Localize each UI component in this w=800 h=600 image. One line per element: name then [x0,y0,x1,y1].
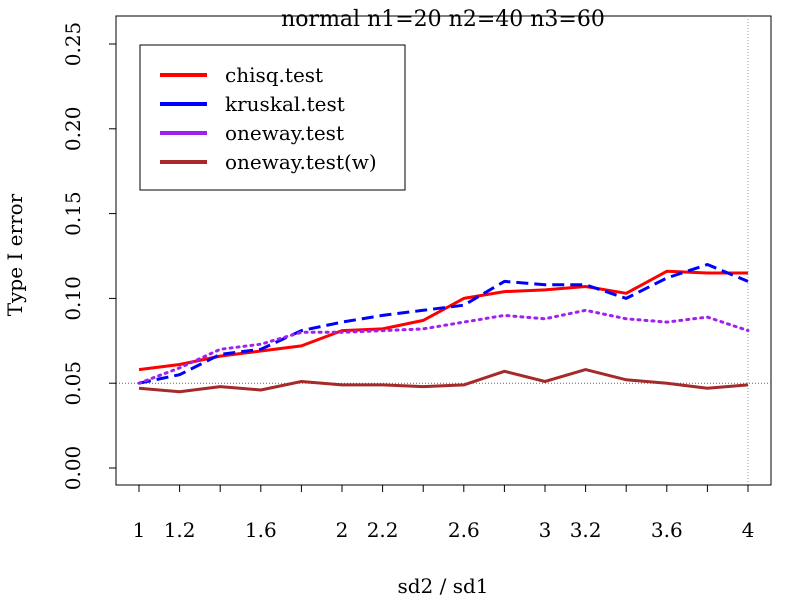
legend-label: chisq.test [225,63,323,87]
y-tick-label: 0.10 [61,276,85,321]
x-tick-label: 1.2 [164,518,196,542]
legend-label: oneway.test [225,121,344,145]
y-axis: 0.00 0.05 0.10 0.15 0.20 0.25 [61,22,117,491]
x-axis-title: sd2 / sd1 [397,574,488,598]
x-tick-label: 2 [336,518,349,542]
y-tick-label: 0.15 [61,191,85,236]
x-tick-label: 4 [742,518,755,542]
x-tick-label: 3.2 [570,518,602,542]
series-line-3 [138,368,749,394]
x-tick-label: 2.6 [448,518,480,542]
series-group [137,263,750,394]
x-tick-label: 1 [133,518,146,542]
legend: chisq.test kruskal.test oneway.test oneway.… [139,44,406,191]
series-line-0 [138,269,748,372]
x-tick-label: 3.6 [651,518,683,542]
x-tick-label: 2.2 [367,518,399,542]
series-line-2 [137,308,750,385]
y-axis-title: Type I error [3,193,27,316]
x-axis: 1 1.2 1.6 2 2.2 2.6 3 3.2 3.6 4 [133,484,755,542]
legend-box [139,44,406,191]
x-tick-label: 3 [539,518,552,542]
legend-label: kruskal.test [225,92,345,116]
y-tick-label: 0.05 [61,361,85,406]
series-line-1 [138,263,749,385]
legend-label: oneway.test(w) [225,150,377,174]
x-tick-label: 1.6 [245,518,277,542]
y-tick-label: 0.20 [61,107,85,152]
chart-title: normal n1=20 n2=40 n3=60 [281,7,605,32]
y-tick-label: 0.00 [61,446,85,491]
y-tick-label: 0.25 [61,22,85,67]
